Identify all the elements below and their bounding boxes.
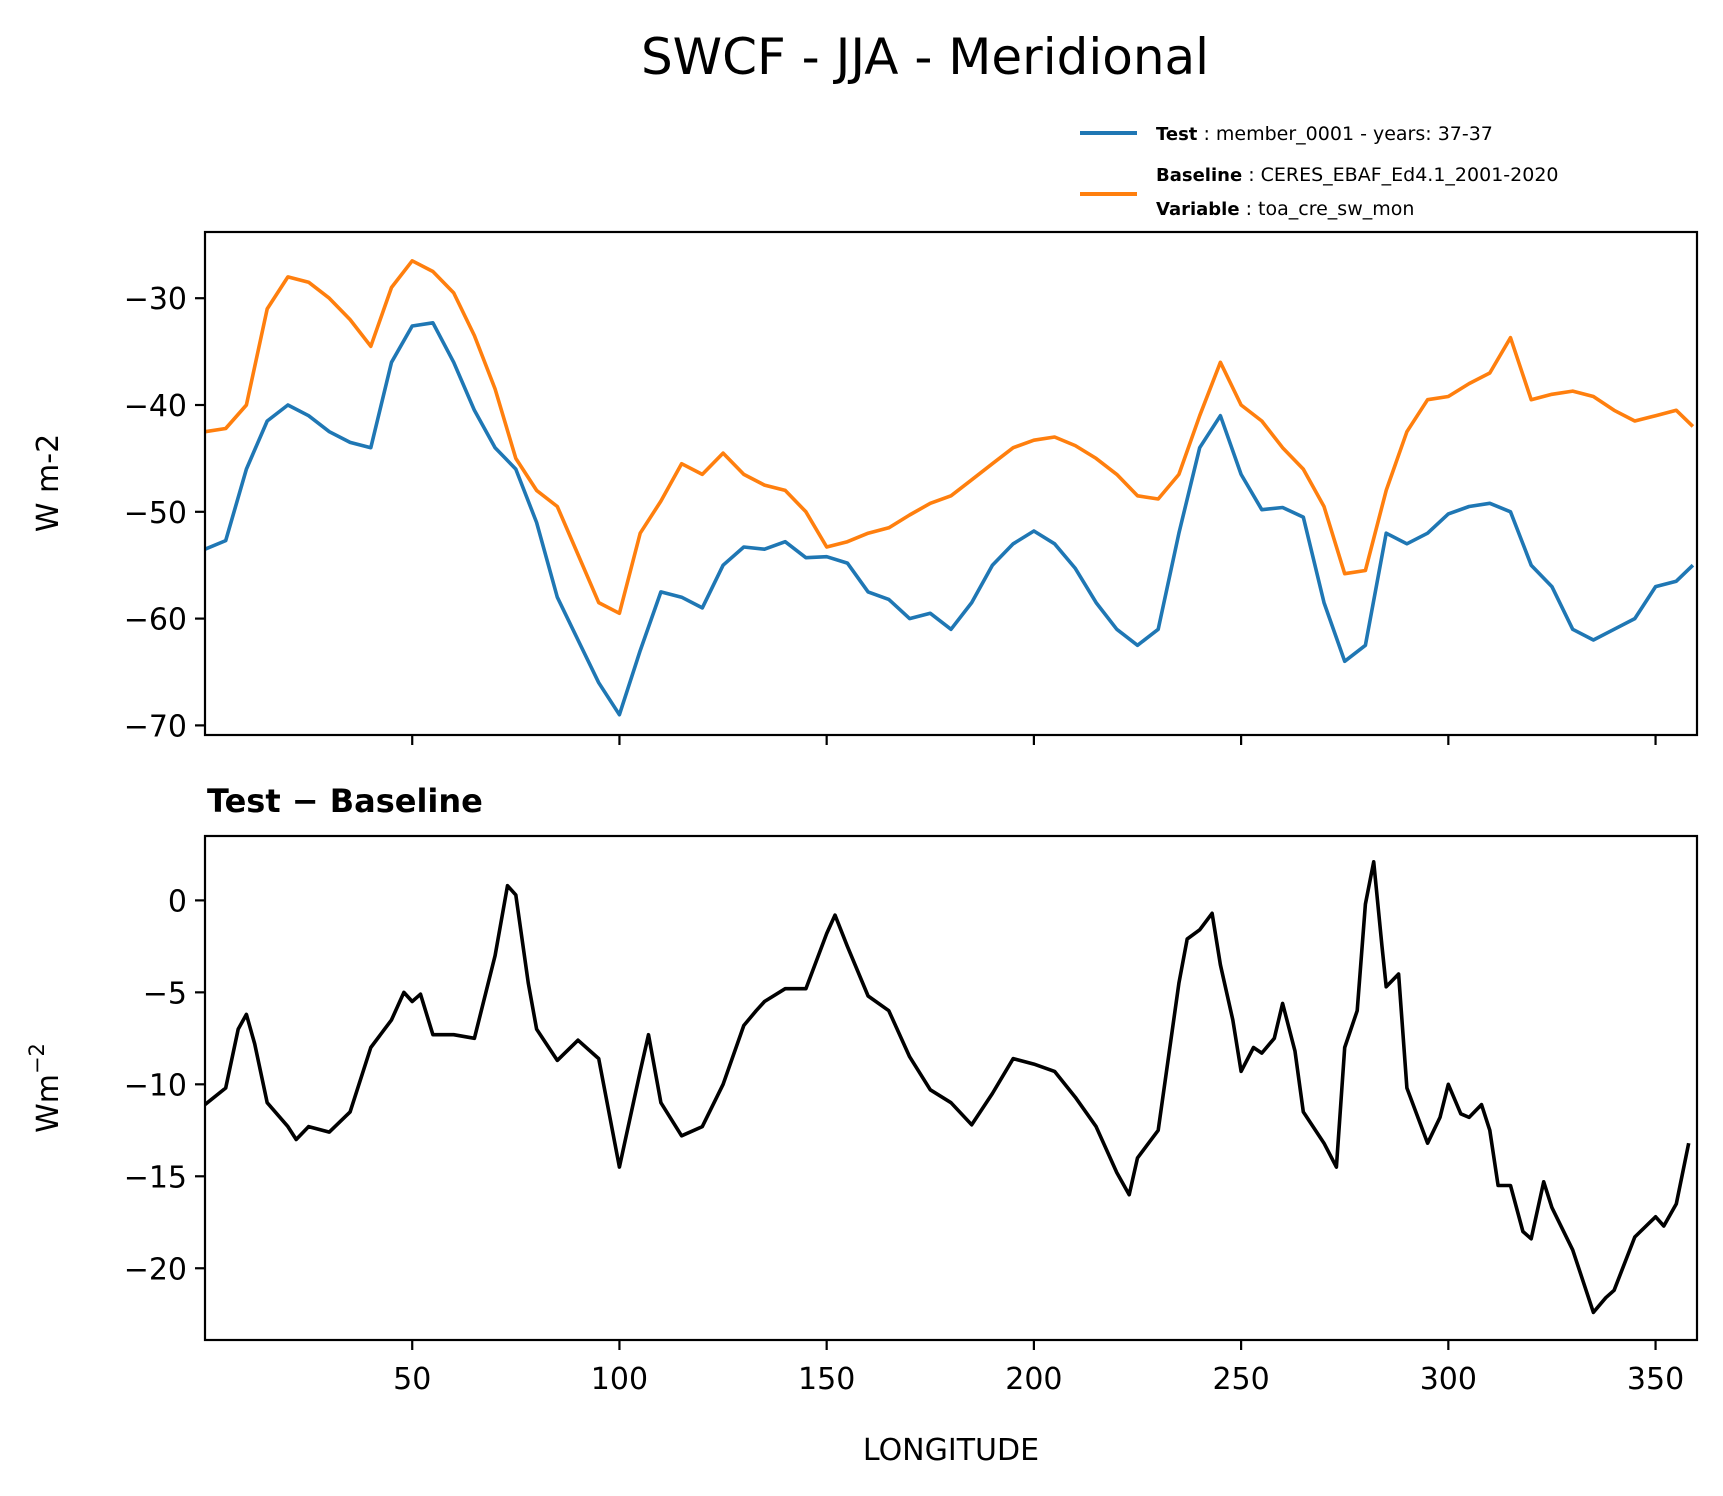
top-y-ticks: −30 −40 −50 −60 −70 [124, 282, 205, 744]
x-tick-label: 150 [798, 1362, 855, 1397]
series-line-test [205, 320, 1695, 717]
legend-sep-test: : [1197, 123, 1215, 145]
x-tick-label: 200 [1005, 1362, 1062, 1397]
y-tick-label: −70 [124, 709, 187, 744]
legend-entry-baseline: Baseline : CERES_EBAF_Ed4.1_2001-2020 [1156, 164, 1559, 186]
legend-key-test: Test [1156, 124, 1198, 145]
legend-sep-variable: : [1240, 198, 1258, 220]
legend-sep-baseline: : [1242, 164, 1260, 186]
legend-key-variable: Variable [1156, 199, 1240, 220]
x-tick-label: 300 [1420, 1362, 1477, 1397]
legend-key-baseline: Baseline [1156, 165, 1242, 186]
bottom-axes-frame [203, 834, 1699, 1342]
series-line-baseline [205, 258, 1695, 616]
top-y-axis-label: W m-2 [31, 434, 66, 532]
x-tick-label: 100 [591, 1362, 648, 1397]
top-panel: W m-2 −30 −40 −50 −60 −70 [31, 230, 1699, 745]
y-tick-label: −5 [143, 976, 187, 1011]
bottom-x-ticks: 50 100 150 200 250 300 350 [393, 1340, 1684, 1397]
bottom-panel-title: Test − Baseline [207, 782, 483, 820]
y-tick-label: −40 [124, 389, 187, 424]
bottom-y-axis-label-base: Wm [31, 1074, 66, 1133]
bottom-y-axis-label-sup: −2 [25, 1043, 49, 1074]
y-tick-label: −30 [124, 282, 187, 317]
top-x-ticks [411, 735, 1657, 745]
legend-value-baseline: CERES_EBAF_Ed4.1_2001-2020 [1261, 164, 1559, 186]
y-tick-label: 0 [168, 884, 187, 919]
legend-value-test: member_0001 - years: 37-37 [1216, 123, 1493, 145]
y-tick-label: −15 [124, 1160, 187, 1195]
x-tick-label: 250 [1212, 1362, 1269, 1397]
figure-title: SWCF - JJA - Meridional [641, 28, 1209, 86]
y-tick-label: −50 [124, 496, 187, 531]
series-line-test-baseline [205, 859, 1691, 1315]
x-tick-label: 50 [393, 1362, 431, 1397]
y-tick-label: −60 [124, 603, 187, 638]
y-tick-label: −20 [124, 1252, 187, 1287]
bottom-x-axis-label: LONGITUDE [863, 1433, 1039, 1468]
x-tick-label: 350 [1627, 1362, 1684, 1397]
bottom-y-ticks: 0 −5 −10 −15 −20 [124, 884, 205, 1287]
y-tick-label: −10 [124, 1068, 187, 1103]
legend-value-variable: toa_cre_sw_mon [1258, 198, 1414, 220]
bottom-series [205, 859, 1691, 1315]
top-axes-frame [203, 230, 1699, 737]
top-series [205, 258, 1695, 717]
legend: Test : member_0001 - years: 37-37 Baseli… [1080, 123, 1559, 220]
legend-entry-test: Test : member_0001 - years: 37-37 [1156, 123, 1493, 145]
legend-entry-variable: Variable : toa_cre_sw_mon [1156, 198, 1414, 220]
bottom-y-axis-label: Wm−2 [25, 1043, 66, 1133]
bottom-panel: Test − Baseline Wm−2 0 −5 −10 −15 −20 50 100 1… [25, 782, 1699, 1468]
